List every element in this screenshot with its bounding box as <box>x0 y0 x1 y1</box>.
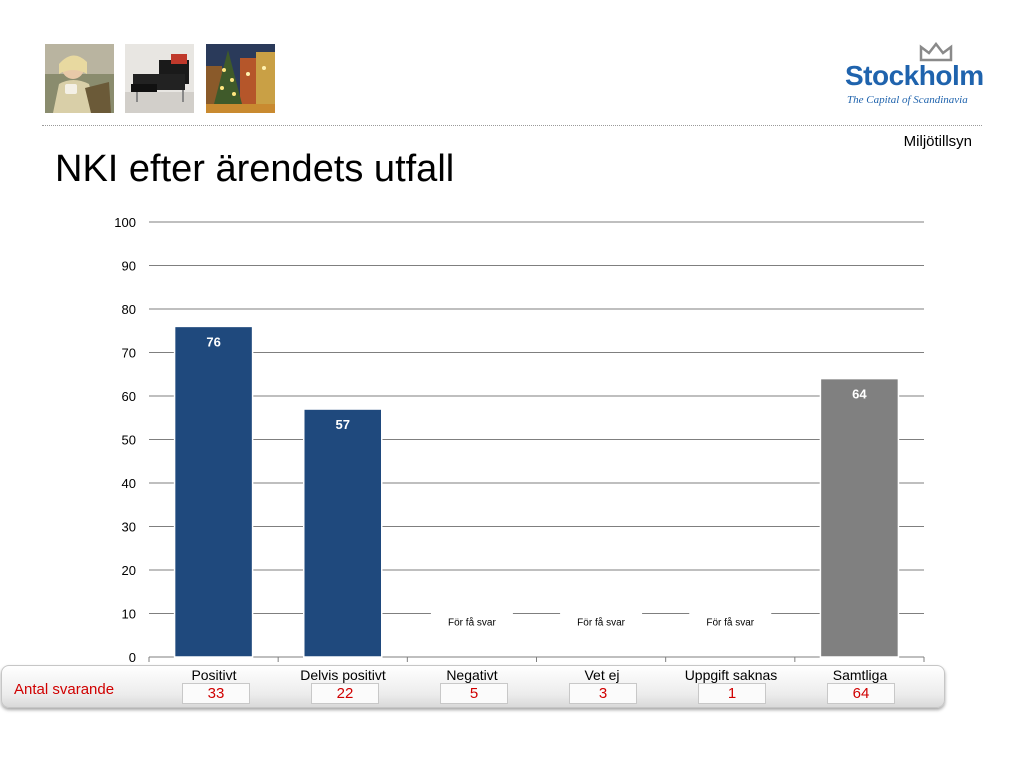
bar <box>819 377 900 658</box>
y-tick-label: 50 <box>122 433 136 448</box>
y-tick-label: 80 <box>122 302 136 317</box>
page-title: NKI efter ärendets utfall <box>55 148 455 190</box>
count-cell: 5 <box>440 683 508 704</box>
bar-value-label: 76 <box>206 334 220 349</box>
y-tick-label: 100 <box>114 215 136 230</box>
count-row-label: Antal svarande <box>14 681 115 698</box>
y-tick-label: 30 <box>122 520 136 535</box>
count-cell: 3 <box>569 683 637 704</box>
crown-icon <box>919 42 953 62</box>
note-background <box>689 609 772 628</box>
count-cell: 64 <box>827 683 895 704</box>
y-tick-label: 40 <box>122 476 136 491</box>
category-label: Vet ej <box>584 667 620 683</box>
woman-with-cup-photo <box>45 44 114 113</box>
category-label: Samtliga <box>832 667 888 683</box>
christmas-tree-square-photo <box>206 44 275 113</box>
category-label: Delvis positivt <box>300 667 386 683</box>
note-background <box>560 609 643 628</box>
count-cell: 1 <box>698 683 766 704</box>
logo-wordmark: Stockholm <box>845 60 984 91</box>
y-tick-label: 10 <box>122 607 136 622</box>
insufficient-responses-note: För få svar <box>577 617 625 629</box>
y-tick-label: 20 <box>122 563 136 578</box>
insufficient-responses-note: För få svar <box>448 617 496 629</box>
note-background <box>430 609 513 628</box>
bar-value-label: 64 <box>852 387 867 402</box>
black-armchair-photo <box>125 44 194 113</box>
y-tick-label: 0 <box>129 650 136 665</box>
y-tick-label: 90 <box>122 259 136 274</box>
bar <box>173 325 254 658</box>
category-label: Negativt <box>446 667 498 683</box>
logo-tagline: The Capital of Scandinavia <box>847 94 968 106</box>
category-label: Uppgift saknas <box>684 667 778 683</box>
insufficient-responses-note: För få svar <box>706 617 754 629</box>
count-cell: 33 <box>182 683 250 704</box>
y-tick-label: 60 <box>122 389 136 404</box>
count-cell: 22 <box>311 683 379 704</box>
unit-label: Miljötillsyn <box>903 133 972 150</box>
header-divider <box>42 125 982 126</box>
bar-value-label: 57 <box>336 417 350 432</box>
y-tick-label: 70 <box>122 346 136 361</box>
stockholm-logo: Stockholm The Capital of Scandinavia <box>840 42 985 108</box>
category-label: Positivt <box>191 667 237 683</box>
bar <box>303 408 383 658</box>
